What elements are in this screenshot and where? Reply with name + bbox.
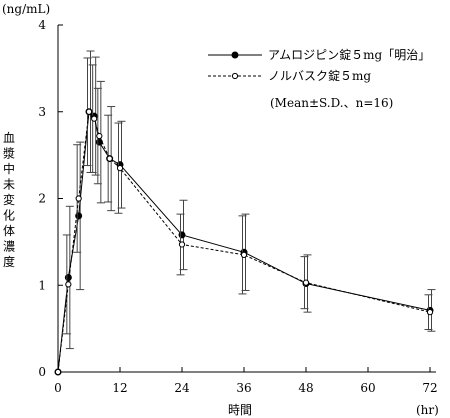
data-point (75, 195, 82, 202)
data-point (65, 281, 72, 288)
x-tick-label: 48 (298, 381, 313, 395)
data-point (240, 251, 248, 258)
x-tick-label: 24 (174, 381, 190, 395)
y-axis-title-char: 漿 (3, 146, 15, 161)
x-tick-label: 0 (54, 381, 62, 395)
series-line (57, 110, 431, 373)
y-axis-title-char: 未 (3, 178, 15, 192)
data-point (178, 231, 186, 239)
data-point (426, 309, 434, 316)
y-axis-title-char: 度 (3, 254, 15, 269)
data-point (91, 115, 98, 122)
x-tick-label: 72 (422, 381, 437, 395)
data-point (116, 165, 124, 172)
y-axis-title-char: 濃 (3, 240, 15, 254)
series-line (57, 110, 431, 373)
data-point (96, 132, 103, 140)
x-tick-label: 60 (360, 381, 375, 395)
y-tick-label: 1 (38, 278, 46, 292)
y-axis-title-char: 中 (3, 161, 15, 176)
data-point (302, 279, 310, 286)
data-point (95, 138, 103, 146)
y-axis-title-char: 変 (3, 192, 15, 207)
legend-label: アムロジピン錠５mg「明治」 (268, 47, 430, 62)
data-point (85, 108, 93, 115)
data-point (64, 273, 72, 281)
x-unit-label: (hr) (416, 403, 439, 417)
data-point (54, 368, 62, 376)
data-point (178, 241, 186, 248)
y-tick-label: 0 (38, 365, 46, 379)
x-tick-label: 12 (112, 381, 127, 395)
legend-marker (231, 72, 239, 80)
legend-label: ノルバスク錠５mg (268, 68, 371, 83)
y-axis-title-char: 化 (3, 209, 15, 223)
y-tick-label: 3 (38, 105, 46, 119)
legend-marker (231, 51, 239, 59)
x-axis-title: 時間 (228, 403, 252, 417)
stats-note: (Mean±S.D.、n=16) (270, 96, 393, 110)
y-tick-label: 4 (38, 18, 46, 32)
y-axis-title-char: 血 (3, 131, 15, 145)
legend: アムロジピン錠５mg「明治」ノルバスク錠５mg (208, 47, 430, 83)
y-axis-title-char: 体 (3, 224, 15, 238)
y-unit-label: (ng/mL) (2, 2, 50, 16)
y-tick-label: 2 (38, 192, 46, 206)
x-tick-label: 36 (236, 381, 251, 395)
data-point (106, 155, 113, 162)
